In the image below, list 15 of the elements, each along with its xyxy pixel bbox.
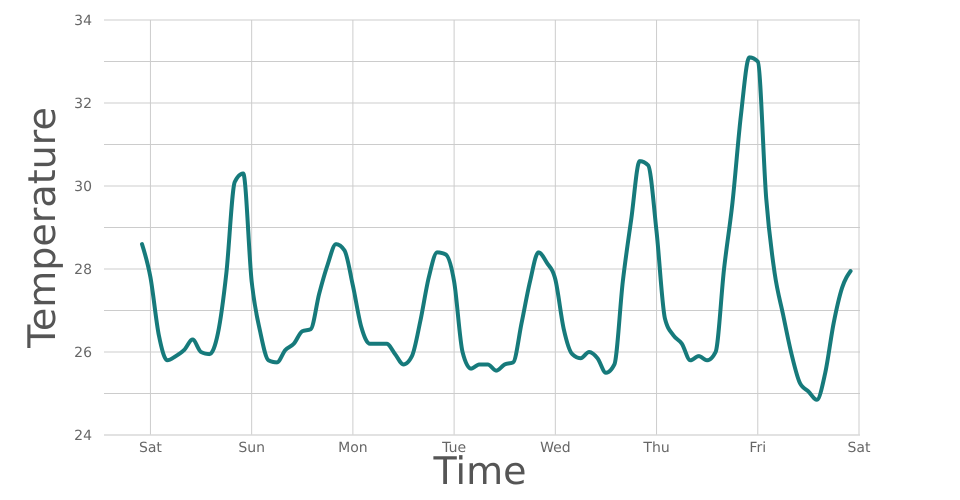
y-axis-title: Temperature xyxy=(20,107,64,349)
y-tick-label: 34 xyxy=(74,12,92,29)
x-tick-label: Sun xyxy=(238,440,265,456)
x-tick-label: Wed xyxy=(540,440,571,456)
y-tick-label: 28 xyxy=(74,262,92,278)
x-tick-label: Sat xyxy=(848,440,871,456)
x-tick-label: Mon xyxy=(338,440,368,456)
line-series xyxy=(140,55,853,402)
y-tick-label: 30 xyxy=(74,178,92,195)
x-tick-label: Fri xyxy=(749,440,766,456)
x-tick-label: Sat xyxy=(138,440,162,456)
y-tick-label: 32 xyxy=(74,96,92,112)
y-tick-label: 26 xyxy=(74,344,92,361)
y-tick-label: 24 xyxy=(74,428,92,444)
x-tick-label: Thu xyxy=(642,440,670,456)
